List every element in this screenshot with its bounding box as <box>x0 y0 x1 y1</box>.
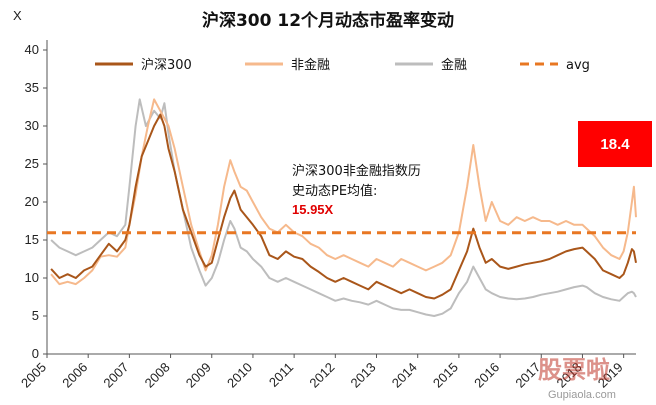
series-line-2 <box>50 98 637 317</box>
x-tick-label: 2008 <box>142 360 173 391</box>
x-tick-label: 2012 <box>306 360 337 391</box>
x-tick-label: 2014 <box>389 360 420 391</box>
y-tick-label: 5 <box>32 308 39 323</box>
y-tick-label: 20 <box>25 194 39 209</box>
legend-label-2: 金融 <box>441 57 467 73</box>
series-layer <box>47 98 637 317</box>
badge-background <box>578 121 652 167</box>
x-tick-label: 2015 <box>430 360 461 391</box>
watermark-text: 股票啦 <box>538 356 610 384</box>
avg-value-label: 15.95X <box>292 202 334 217</box>
watermark: 股票啦 Gupiaola.com <box>538 356 616 401</box>
y-tick-label: 15 <box>25 232 39 247</box>
annotation: 沪深300非金融指数历 史动态PE均值: 15.95X <box>292 163 421 217</box>
y-axis-label: X <box>13 8 22 23</box>
y-tick-label: 30 <box>25 118 39 133</box>
x-tick-label: 2016 <box>471 360 502 391</box>
x-tick-label: 2011 <box>266 360 296 390</box>
series-line-0 <box>50 113 637 300</box>
x-tick-label: 2013 <box>348 360 379 391</box>
y-tick-label: 25 <box>25 156 39 171</box>
x-tick-label: 2007 <box>100 360 131 391</box>
x-tick-label: 2005 <box>18 360 49 391</box>
x-tick-label: 2010 <box>224 360 255 391</box>
watermark-subtext: Gupiaola.com <box>548 389 616 401</box>
y-tick-label: 35 <box>25 80 39 95</box>
annotation-line-2: 史动态PE均值: <box>292 183 377 199</box>
annotation-line-1: 沪深300非金融指数历 <box>292 163 421 179</box>
y-tick-label: 0 <box>32 346 39 361</box>
chart-title: 沪深300 12个月动态市盈率变动 <box>202 10 454 31</box>
x-tick-label: 2009 <box>183 360 214 391</box>
legend-label-1: 非金融 <box>291 57 330 73</box>
series-line-1 <box>50 98 637 286</box>
y-tick-label: 10 <box>25 270 39 285</box>
legend-label-3: avg <box>566 58 590 73</box>
y-tick-label: 40 <box>25 42 39 57</box>
current-value-badge: 18.4 <box>578 121 652 167</box>
badge-value: 18.4 <box>600 136 630 153</box>
legend-label-0: 沪深300 <box>141 57 192 73</box>
x-tick-label: 2006 <box>59 360 90 391</box>
legend: 沪深300 非金融 金融 avg <box>95 57 590 73</box>
